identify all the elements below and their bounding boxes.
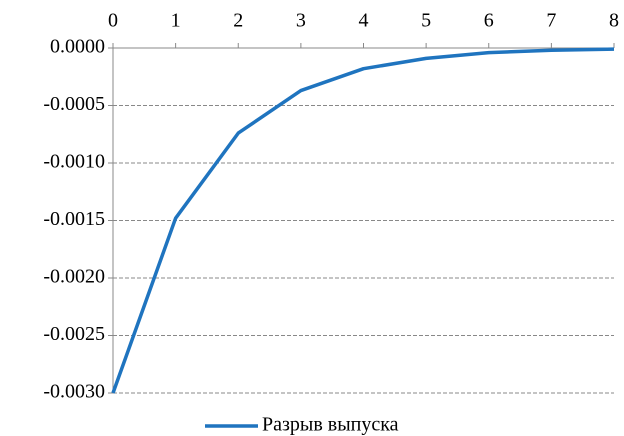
x-tick-label: 6	[484, 10, 494, 32]
x-tick-label: 5	[421, 10, 431, 32]
y-tick-label: -0.0015	[43, 208, 105, 230]
x-tick-label: 1	[171, 10, 181, 32]
y-tick-label: -0.0025	[43, 323, 105, 345]
y-tick-label: -0.0030	[43, 381, 105, 403]
y-tick-label: -0.0005	[43, 93, 105, 115]
y-tick-label: 0.0000	[50, 36, 105, 58]
x-tick-label: 7	[546, 10, 556, 32]
x-tick-label: 4	[359, 10, 369, 32]
legend-label: Разрыв выпуска	[262, 414, 399, 436]
x-tick-label: 8	[609, 10, 619, 32]
y-tick-label: -0.0010	[43, 151, 105, 173]
x-tick-label: 2	[233, 10, 243, 32]
y-tick-label: -0.0020	[43, 266, 105, 288]
x-tick-label: 0	[108, 10, 118, 32]
line-series	[111, 47, 615, 394]
x-tick-label: 3	[296, 10, 306, 32]
